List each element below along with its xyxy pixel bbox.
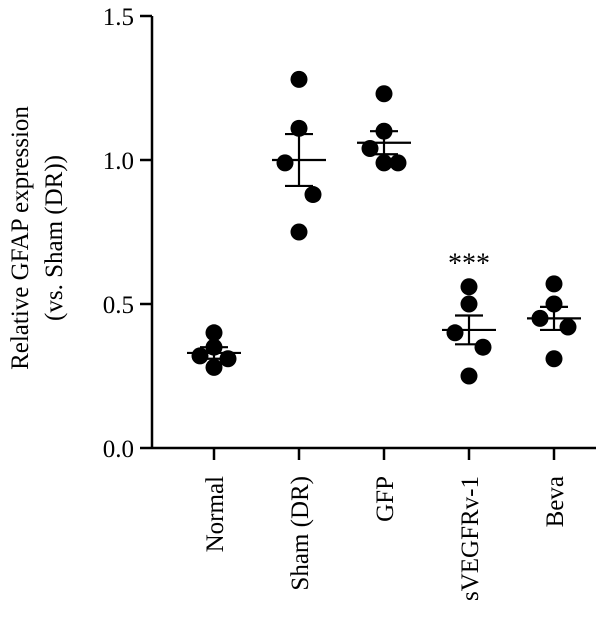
data-point [559, 318, 577, 336]
x-tick-label: Sham (DR) [287, 476, 314, 591]
data-point [375, 154, 393, 172]
annotations: *** [448, 249, 490, 280]
data-point [545, 275, 563, 293]
group-4 [527, 275, 581, 368]
data-point [545, 350, 563, 368]
data-point [460, 278, 478, 296]
data-point [460, 367, 478, 385]
x-axis: Normal Sham (DR) GFP sVEGFRv-1 Beva [152, 446, 596, 601]
data-point [276, 154, 294, 172]
group-3 [442, 278, 496, 385]
y-axis-title-line: Relative GFAP expression [7, 106, 34, 370]
data-point [290, 70, 308, 88]
data-point [474, 338, 492, 356]
data-point [460, 295, 478, 313]
data-point [545, 295, 563, 313]
y-axis-title-line: (vs. Sham (DR)) [41, 155, 68, 321]
x-tick-label: GFP [372, 476, 399, 522]
y-tick-label: 1.0 [103, 148, 134, 175]
data-point [361, 139, 379, 157]
y-tick-label: 0.0 [103, 436, 134, 463]
y-tick-label: 1.5 [103, 4, 134, 31]
group-2 [357, 85, 411, 172]
data-point [290, 223, 308, 241]
group-1 [272, 70, 326, 241]
x-tick-label: Normal [202, 476, 229, 552]
y-tick-label: 0.5 [103, 292, 134, 319]
data-point [205, 324, 223, 342]
x-tick-label: sVEGFRv-1 [457, 476, 484, 601]
data-point [290, 119, 308, 137]
y-axis: 0.0 0.5 1.0 1.5 [103, 4, 154, 463]
data-groups [187, 70, 581, 385]
data-point [304, 186, 322, 204]
data-point [205, 358, 223, 376]
group-0 [187, 324, 241, 376]
y-axis-title: Relative GFAP expression (vs. Sham (DR)) [7, 106, 68, 370]
data-point [389, 154, 407, 172]
data-point [191, 347, 209, 365]
significance-annotation: *** [448, 249, 490, 280]
x-tick-label: Beva [542, 476, 569, 527]
data-point [446, 324, 464, 342]
data-point [375, 85, 393, 103]
